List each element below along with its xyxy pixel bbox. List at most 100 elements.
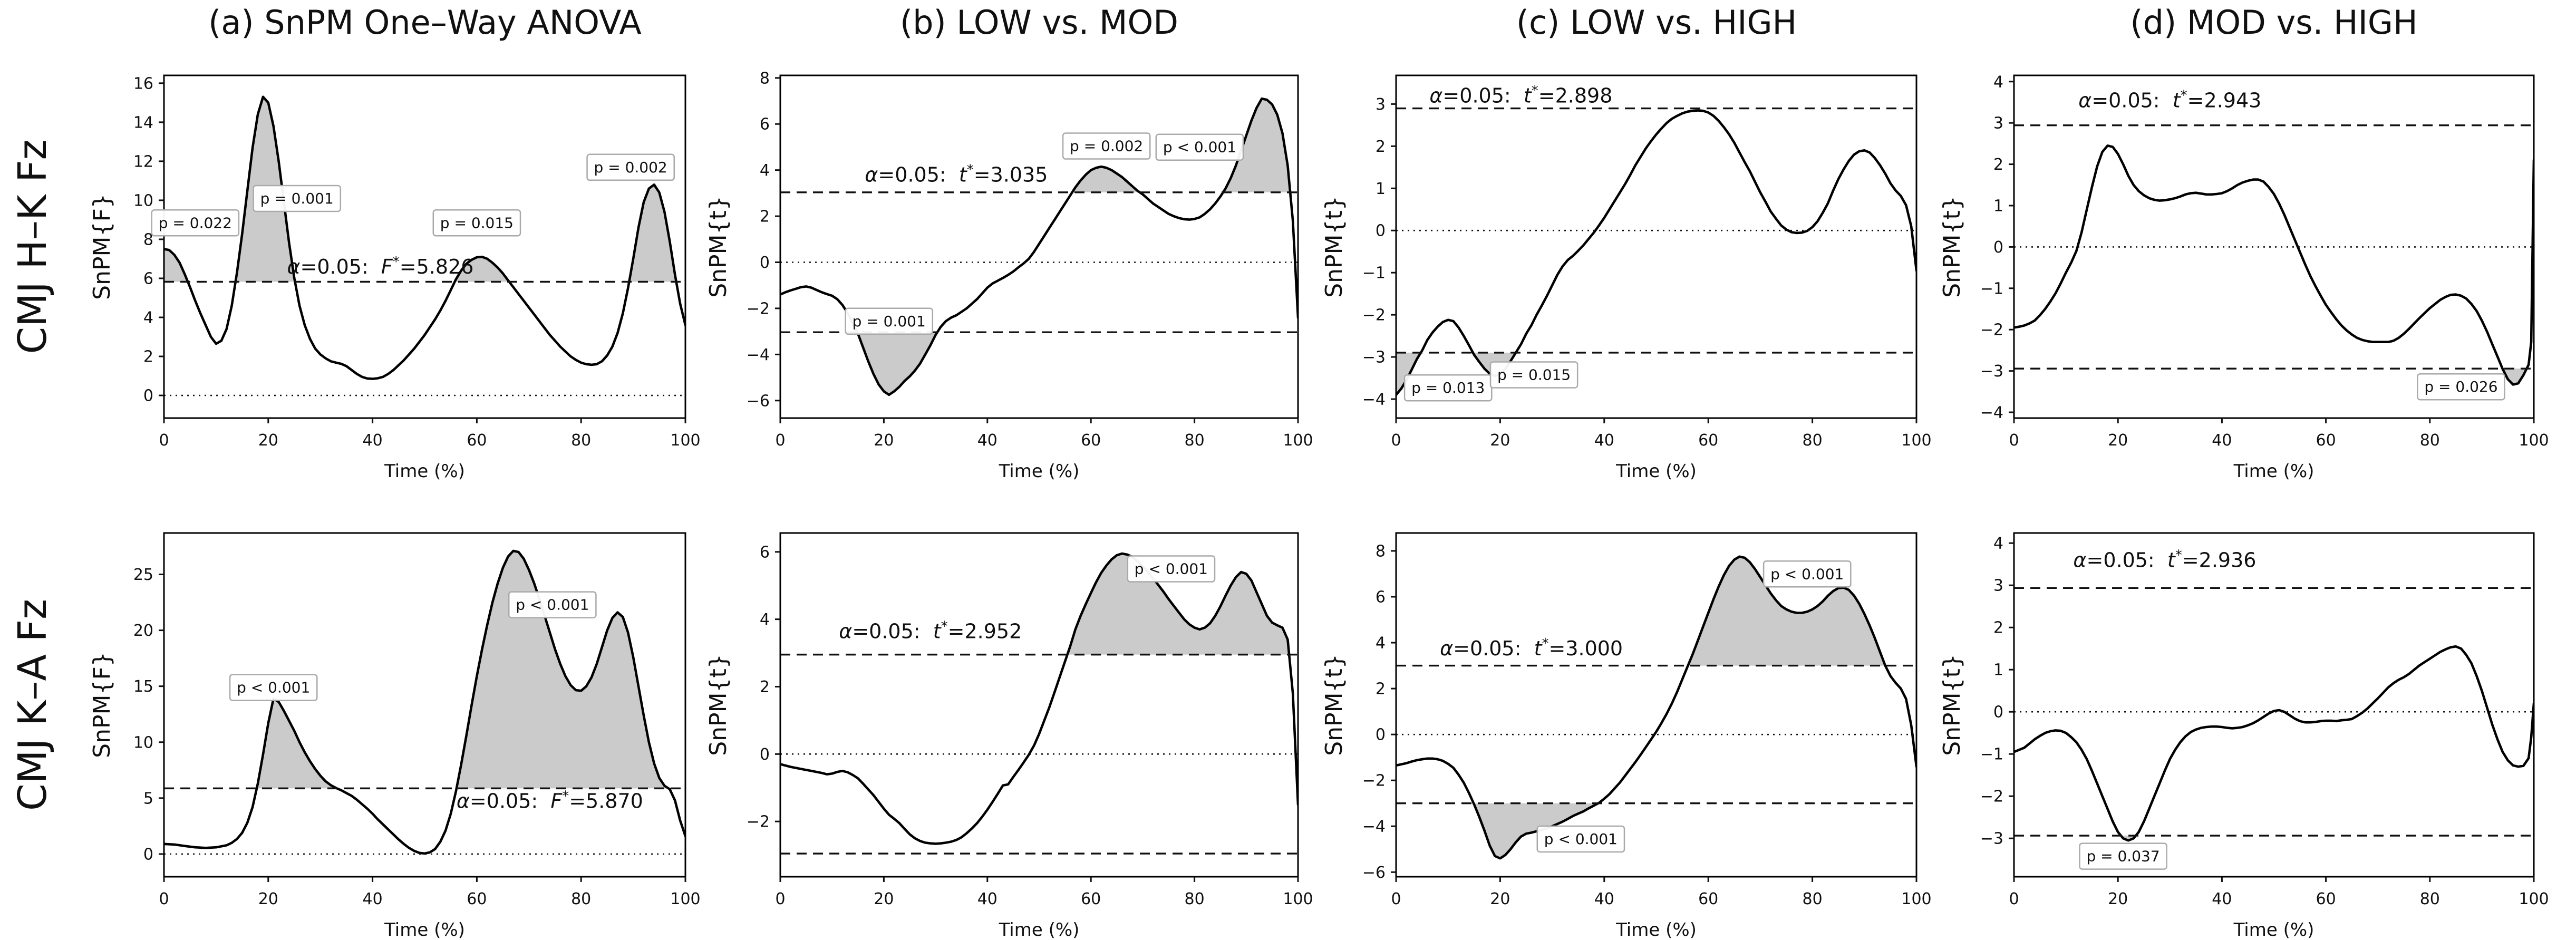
- p-value-box: [253, 185, 342, 212]
- x-tick-label: 100: [670, 431, 700, 450]
- p-value-label: p < 0.001: [1536, 825, 1625, 853]
- x-tick-label: 0: [159, 890, 169, 908]
- x-axis-label: Time (%): [384, 919, 465, 940]
- y-tick-label: 12: [133, 152, 153, 171]
- y-tick-label: 0: [1993, 703, 2003, 722]
- alpha-threshold-label: α=0.05: F*=5.870: [457, 788, 643, 812]
- y-tick-label: −2: [747, 299, 770, 318]
- y-axis-label: SnPM{F}: [89, 193, 115, 300]
- p-value-label: p = 0.022: [151, 209, 240, 237]
- y-tick-label: 3: [1993, 114, 2003, 133]
- y-tick-label: −4: [747, 346, 770, 364]
- x-tick-label: 100: [2519, 431, 2549, 450]
- x-tick-label: 60: [1081, 890, 1101, 908]
- y-axis-label: SnPM{t}: [705, 196, 732, 298]
- y-tick-label: 1: [1993, 197, 2003, 215]
- p-value-label: p < 0.001: [508, 591, 597, 618]
- y-tick-label: −6: [747, 392, 770, 410]
- x-tick-label: 0: [2009, 431, 2019, 450]
- y-axis-label: SnPM{t}: [1939, 654, 1965, 756]
- x-tick-label: 100: [2519, 890, 2549, 908]
- x-tick-label: 60: [467, 431, 487, 450]
- y-tick-label: 4: [760, 610, 770, 629]
- y-tick-label: −1: [1362, 264, 1386, 283]
- y-tick-label: 0: [143, 387, 153, 405]
- y-tick-label: 2: [1993, 156, 2003, 174]
- significance-shade: [257, 699, 337, 789]
- p-value-box: [845, 307, 934, 335]
- y-tick-label: 2: [760, 208, 770, 226]
- panel-title-c: (c) LOW vs. HIGH: [1516, 3, 1797, 42]
- x-tick-label: 80: [571, 431, 591, 450]
- y-tick-label: 1: [1376, 180, 1386, 198]
- p-value-label: p = 0.026: [2417, 373, 2505, 401]
- panel-title-d: (d) MOD vs. HIGH: [2130, 3, 2418, 42]
- p-value-text: p = 0.002: [594, 159, 667, 176]
- axes-box: [2013, 532, 2535, 878]
- x-axis-label: Time (%): [1615, 461, 1697, 482]
- x-tick-label: 20: [874, 431, 894, 450]
- p-value-label: p = 0.001: [253, 185, 342, 212]
- p-value-text: p = 0.001: [260, 190, 334, 207]
- x-tick-label: 80: [1803, 890, 1823, 908]
- y-tick-label: 6: [760, 543, 770, 561]
- x-tick-label: 40: [363, 431, 383, 450]
- y-tick-label: 20: [133, 622, 153, 640]
- axes-box: [163, 532, 686, 878]
- p-value-box: [229, 674, 318, 701]
- y-tick-label: −3: [1362, 348, 1386, 367]
- p-value-text: p = 0.002: [1070, 138, 1143, 155]
- panel-anova-hk: 0 20 40 60 80 100 0 2 4 6 8 10 12 14 16 Time (%) SnPM{F}…: [89, 74, 701, 482]
- y-tick-label: 4: [1993, 73, 2003, 91]
- x-tick-label: 20: [1490, 431, 1510, 450]
- x-tick-label: 40: [977, 431, 998, 450]
- y-tick-label: 0: [1376, 222, 1386, 240]
- y-axis-label: SnPM{t}: [1321, 654, 1348, 756]
- p-value-box: [1127, 555, 1216, 583]
- y-tick-label: −2: [1980, 788, 2003, 806]
- p-value-text: p < 0.001: [1163, 139, 1236, 156]
- y-tick-label: −6: [1362, 864, 1386, 882]
- x-tick-label: 60: [467, 890, 487, 908]
- y-tick-label: 6: [143, 269, 153, 288]
- p-value-box: [508, 591, 597, 618]
- snpm-curve: [2014, 144, 2534, 386]
- x-tick-label: 40: [1594, 890, 1614, 908]
- p-value-label: p < 0.001: [1127, 555, 1216, 583]
- x-tick-label: 100: [1901, 431, 1931, 450]
- y-tick-label: 4: [760, 161, 770, 180]
- x-tick-label: 80: [2420, 431, 2440, 450]
- significance-shade: [2502, 369, 2527, 385]
- panel-anova-ka: 0 20 40 60 80 100 0 5 10 15 20 25 Time (%) SnPM{F} α=0…: [89, 532, 701, 940]
- panel-mod-high-hk: 0 20 40 60 80 100 −4 −3 −2 −1 0 1 2 3 4 Time (%) SnPM{t}…: [1939, 73, 2549, 482]
- y-tick-label: 1: [1993, 661, 2003, 680]
- significance-shade: [629, 185, 676, 282]
- p-value-text: p = 0.026: [2424, 378, 2497, 395]
- alpha-threshold-label: α=0.05: t*=2.952: [839, 618, 1022, 643]
- y-tick-label: −1: [1980, 745, 2003, 764]
- y-axis-label: SnPM{F}: [89, 652, 115, 758]
- p-value-text: p = 0.037: [2086, 848, 2159, 865]
- p-value-text: p < 0.001: [237, 679, 310, 696]
- p-value-label: p = 0.001: [845, 307, 934, 335]
- x-tick-label: 100: [670, 890, 700, 908]
- y-tick-label: −3: [1980, 362, 2003, 381]
- y-tick-label: 0: [760, 254, 770, 272]
- panel-low-high-ka: 0 20 40 60 80 100 −6 −4 −2 0 2 4 6 8 Time (%) SnPM{t} α=…: [1321, 532, 1932, 940]
- x-tick-label: 80: [1803, 431, 1823, 450]
- y-tick-label: −2: [1362, 772, 1386, 790]
- p-value-text: p = 0.015: [440, 214, 514, 231]
- y-tick-label: 8: [143, 230, 153, 249]
- significance-shade: [1223, 99, 1291, 192]
- y-tick-label: 2: [760, 678, 770, 696]
- y-tick-label: 2: [1376, 680, 1386, 699]
- panel-low-mod-hk: 0 20 40 60 80 100 −6 −4 −2 0 2 4 6 8 Time (%) SnPM{t} α=…: [705, 69, 1313, 482]
- p-value-box: [2417, 373, 2505, 401]
- p-value-box: [1762, 560, 1852, 588]
- y-tick-label: −3: [1980, 830, 2003, 848]
- alpha-threshold-label: α=0.05: t*=2.943: [2078, 88, 2261, 112]
- x-tick-label: 60: [2316, 890, 2336, 908]
- y-axis-label: SnPM{t}: [1939, 196, 1965, 298]
- p-value-label: p = 0.015: [1489, 361, 1578, 389]
